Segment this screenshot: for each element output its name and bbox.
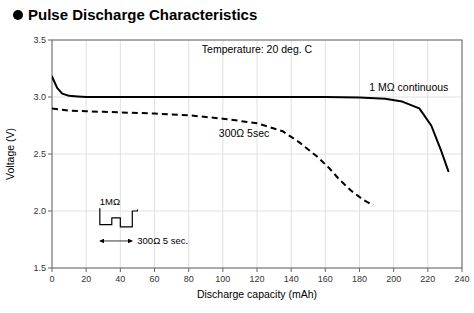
annotation: 300Ω 5 sec. [137,235,188,246]
y-axis-label: Voltage (V) [4,128,16,180]
tick-x [291,268,292,272]
tick-label-x: 180 [352,274,367,284]
lines [52,76,448,226]
tick-y [48,40,52,41]
pulse-shape-line [100,209,138,227]
tick-label-x: 60 [149,274,159,284]
tick-x [393,268,394,272]
series-line [52,76,448,171]
tick-x [120,268,121,272]
tick-y [48,268,52,269]
tick-x [359,268,360,272]
tick-x [52,268,53,272]
series-label: 1 MΩ continuous [369,81,448,93]
tick-x [86,268,87,272]
tick-x [257,268,258,272]
tick-label-x: 0 [49,274,54,284]
tick-label-x: 160 [318,274,333,284]
tick-y [48,154,52,155]
grid [52,40,462,268]
tick-label-x: 100 [215,274,230,284]
tick-x [188,268,189,272]
title-bullet [13,10,23,20]
tick-label-x: 40 [115,274,125,284]
x-axis-label: Discharge capacity (mAh) [197,288,317,300]
tick-label-x: 240 [454,274,469,284]
tick-label-x: 20 [81,274,91,284]
tick-label-y: 2.0 [33,206,46,216]
tick-y [48,97,52,98]
subtitle: Temperature: 20 deg. C [202,43,313,55]
tick-x [427,268,428,272]
grid-line-y [52,154,462,155]
tick-x [462,268,463,272]
tick-x [325,268,326,272]
title: Pulse Discharge Characteristics [28,6,257,23]
tick-label-y: 3.5 [33,35,46,45]
chart: Pulse Discharge Characteristics 0 20 40 60 80… [0,0,474,313]
tick-y [48,211,52,212]
plot-frame [52,40,462,268]
tick-label-x: 80 [184,274,194,284]
tick-label-x: 220 [420,274,435,284]
tick-label-x: 140 [284,274,299,284]
grid-line-y [52,211,462,212]
tick-label-x: 200 [386,274,401,284]
tick-label-y: 1.5 [33,263,46,273]
annotation: 1MΩ [100,196,120,207]
tick-label-y: 3.0 [33,92,46,102]
tick-x [222,268,223,272]
tick-label-x: 120 [249,274,264,284]
duration-arrow [100,240,132,241]
tick-x [154,268,155,272]
series-line [52,108,373,205]
series-label: 300Ω 5sec [219,127,269,139]
tick-label-y: 2.5 [33,149,46,159]
